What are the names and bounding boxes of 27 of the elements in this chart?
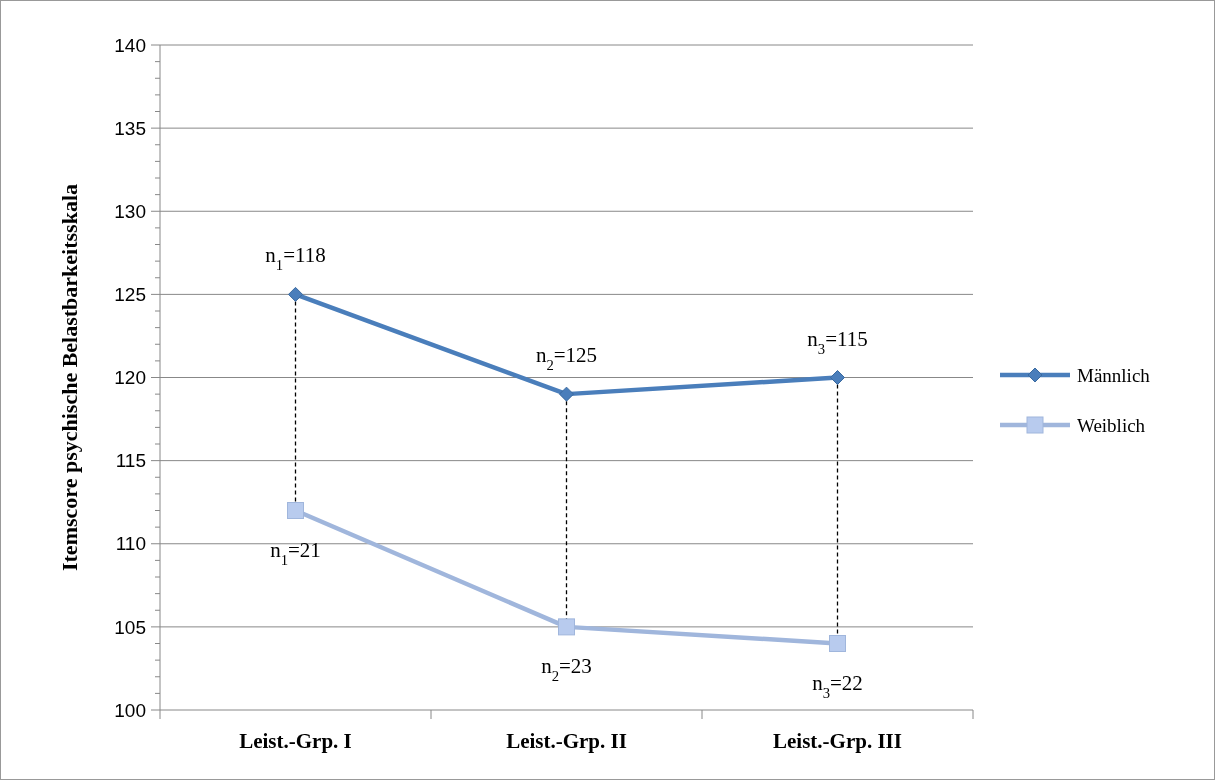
annotation: n$_{1}$=118 [265, 243, 326, 274]
y-tick-label: 135 [114, 117, 146, 139]
y-tick-label: 130 [114, 200, 146, 222]
y-tick-label: 110 [115, 533, 146, 555]
point [558, 618, 575, 636]
annotation: n$_{3}$=22 [812, 670, 863, 701]
point [287, 502, 304, 519]
x-tick-label: Leist.-Grp. I [239, 729, 352, 753]
y-axis-title: Itemscore psychische Belastbarkeitsskala [57, 183, 82, 572]
y-tick-label: 100 [114, 699, 146, 721]
annotation: n$_{2}$=125 [535, 343, 598, 374]
point [830, 370, 845, 385]
y-tick-label: 140 [114, 34, 146, 56]
y-tick-label: 115 [115, 450, 146, 472]
legend-label: Männlich [1077, 364, 1151, 386]
y-tick-label: 125 [114, 284, 146, 306]
annotation: n$_{1}$=21 [270, 537, 321, 568]
y-tick-label: 105 [114, 616, 146, 638]
point [559, 386, 574, 402]
legend-label: Weiblich [1077, 414, 1146, 436]
point [829, 635, 846, 652]
x-tick-label: Leist.-Grp. II [506, 729, 627, 753]
annotation: n$_{3}$=115 [807, 326, 868, 357]
annotation: n$_{2}$=23 [541, 653, 592, 684]
y-tick-label: 120 [114, 367, 146, 389]
point [288, 286, 303, 302]
x-tick-label: Leist.-Grp. III [773, 729, 902, 753]
